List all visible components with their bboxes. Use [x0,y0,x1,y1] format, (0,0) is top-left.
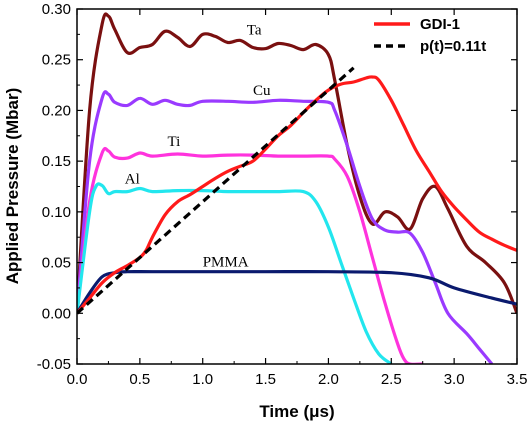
x-tick-label: 0.5 [129,371,150,388]
series-line-al [77,182,393,364]
annotation-layer: Ta Cu Ti Al PMMA [125,22,271,270]
series-annotation: Al [125,171,140,187]
x-tick-label: 1.0 [192,371,213,388]
series-layer [77,12,517,364]
x-axis-label: Time (μs) [259,402,334,421]
series-line-cu [77,90,494,364]
x-tick-label: 0.0 [67,371,88,388]
y-tick-label: 0.25 [42,52,71,69]
tick-layer: 0.0 0.5 1.0 1.5 2.0 2.5 3.0 3.5 -0.05 0.00 0.05 0.1… [37,1,528,388]
series-annotation: Ti [168,134,181,150]
series-annotation: Ta [247,22,262,38]
x-tick-label: 2.0 [318,371,339,388]
series-line-pmma [77,270,517,315]
plot-frame [76,8,518,365]
y-axis-label: Applied Pressure (Mbar) [3,88,22,285]
y-tick-label: 0.20 [42,102,71,119]
legend: GDI-1 p(t)=0.11t [374,16,486,55]
series-line-ta [77,12,517,314]
x-tick-label: 3.5 [507,371,528,388]
x-tick-label: 3.0 [444,371,465,388]
x-tick-label: 2.5 [381,371,402,388]
y-tick-label: 0.15 [42,153,71,170]
series-annotation: PMMA [203,255,249,271]
legend-label: p(t)=0.11t [420,38,486,55]
series-annotation: Cu [253,83,271,99]
y-tick-label: 0.10 [42,204,71,221]
series-line-gdi-1 [77,75,517,315]
y-tick-label: 0.00 [42,305,71,322]
y-tick-label: 0.05 [42,255,71,272]
y-tick-label: 0.30 [42,1,71,18]
y-tick-label: -0.05 [37,356,71,373]
legend-label: GDI-1 [420,16,460,33]
series-line-p-t-0-11t [77,66,355,315]
x-tick-label: 1.5 [255,371,276,388]
